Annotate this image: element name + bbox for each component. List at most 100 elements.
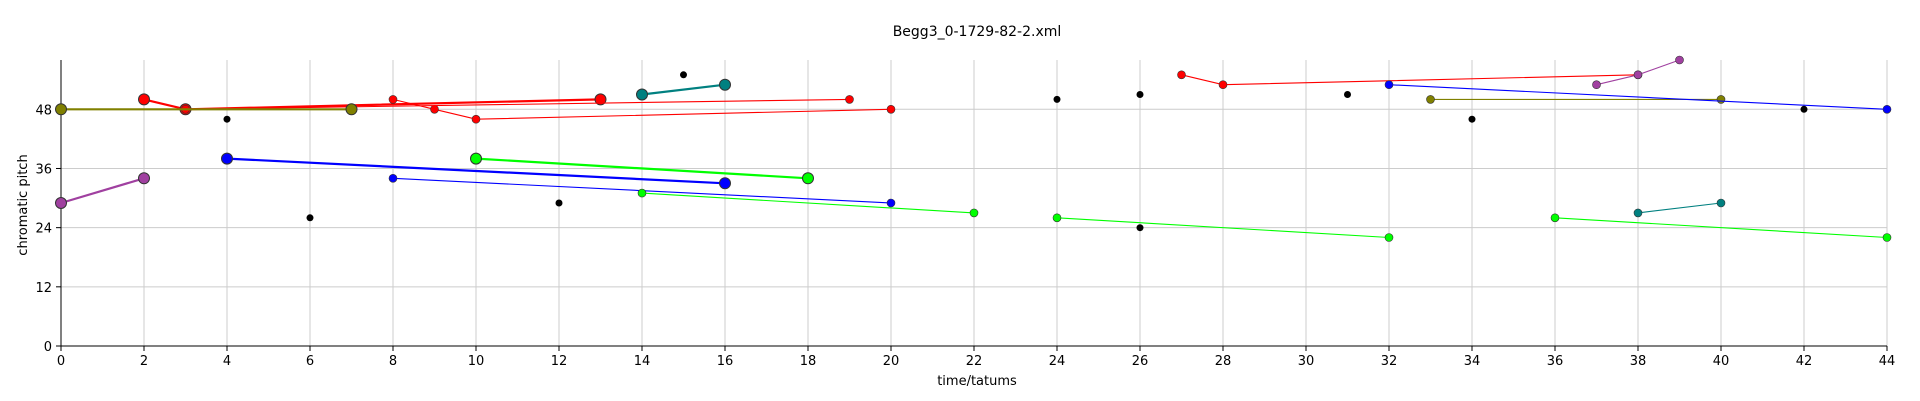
data-point: [223, 115, 231, 123]
series-group: [181, 95, 854, 114]
data-point: [1052, 213, 1062, 223]
x-tick-label: 20: [883, 354, 900, 369]
series-line: [641, 83, 726, 96]
x-tick-label: 22: [966, 354, 983, 369]
x-tick-label: 36: [1547, 354, 1564, 369]
series-layer: [55, 55, 1892, 242]
y-tick-label: 36: [35, 162, 52, 177]
data-point: [636, 88, 648, 101]
x-tick-label: 30: [1298, 354, 1315, 369]
series-group: [470, 152, 814, 185]
data-point: [138, 93, 150, 106]
data-point: [1633, 70, 1643, 80]
data-point: [1675, 55, 1684, 65]
series-line: [60, 177, 145, 205]
x-tick-label: 40: [1713, 354, 1730, 369]
x-tick-label: 26: [1132, 354, 1149, 369]
data-point: [306, 214, 314, 222]
series-line: [1181, 74, 1639, 86]
data-point: [637, 188, 647, 198]
series-line: [1554, 217, 1888, 239]
data-point: [138, 172, 150, 185]
x-tick-label: 6: [306, 354, 314, 369]
data-point: [1882, 233, 1892, 242]
data-point: [1716, 95, 1726, 104]
series-line: [1388, 84, 1888, 110]
series-group: [1052, 213, 1394, 242]
data-point: [1800, 105, 1808, 113]
data-point: [430, 105, 439, 114]
data-point: [1716, 198, 1726, 208]
y-tick-label: 12: [35, 281, 52, 296]
y-tick-label: 0: [44, 340, 52, 355]
data-point: [1550, 213, 1560, 223]
data-point: [470, 152, 482, 165]
series-line: [475, 157, 809, 180]
data-point: [471, 114, 481, 124]
y-tick-label: 48: [35, 103, 52, 118]
x-tick-label: 28: [1215, 354, 1232, 369]
x-tick-label: 14: [634, 354, 651, 369]
data-point: [221, 152, 233, 165]
series-group: [636, 78, 731, 101]
x-tick-label: 2: [140, 354, 148, 369]
data-point: [1384, 80, 1394, 89]
series-group: [1550, 213, 1892, 242]
data-point: [1468, 115, 1476, 123]
data-point: [1384, 233, 1394, 242]
data-point: [1136, 91, 1144, 98]
series-line: [226, 157, 726, 185]
x-tick-label: 0: [57, 354, 65, 369]
data-point: [1344, 91, 1351, 98]
data-point: [1136, 224, 1144, 232]
data-point: [886, 198, 896, 208]
x-tick-label: 16: [717, 354, 734, 369]
x-tick-label: 10: [468, 354, 485, 369]
data-point: [388, 95, 398, 104]
data-point: [1633, 208, 1643, 218]
data-point: [594, 93, 607, 106]
data-point: [802, 172, 814, 185]
grid-lines: [60, 60, 1888, 347]
series-line: [1637, 202, 1722, 214]
y-axis-label: chromatic pitch: [16, 154, 31, 255]
series-line: [392, 98, 892, 120]
x-tick-label: 42: [1796, 354, 1813, 369]
x-tick-label: 32: [1381, 354, 1398, 369]
series-group: [221, 152, 731, 190]
data-point: [55, 197, 67, 209]
series-line: [641, 192, 975, 214]
data-point: [969, 208, 979, 218]
series-group: [55, 172, 150, 209]
data-point: [719, 78, 731, 91]
data-point: [1053, 95, 1061, 103]
x-tick-label: 8: [389, 354, 397, 369]
data-point: [1882, 105, 1892, 114]
x-tick-label: 4: [223, 354, 231, 369]
series-line: [185, 98, 850, 110]
x-tick-label: 34: [1464, 354, 1481, 369]
data-point: [680, 71, 687, 79]
series-group: [55, 103, 358, 116]
series-group: [1633, 198, 1726, 218]
data-point: [886, 105, 896, 114]
data-point: [1218, 80, 1228, 89]
data-point: [388, 174, 398, 183]
data-point: [719, 177, 731, 190]
series-group: [1592, 55, 1684, 89]
y-tick-label: 24: [35, 222, 52, 237]
series-group: [637, 188, 979, 218]
chart-title: Begg3_0-1729-82-2.xml: [893, 24, 1062, 40]
x-tick-label: 38: [1630, 354, 1647, 369]
data-point: [345, 103, 358, 116]
data-point: [555, 199, 563, 207]
series-group: [1384, 80, 1892, 114]
x-tick-label: 12: [551, 354, 568, 369]
data-point: [845, 95, 854, 104]
data-point: [1592, 80, 1601, 89]
x-tick-label: 18: [800, 354, 817, 369]
series-group: [388, 95, 896, 124]
series-group: [223, 71, 1808, 232]
